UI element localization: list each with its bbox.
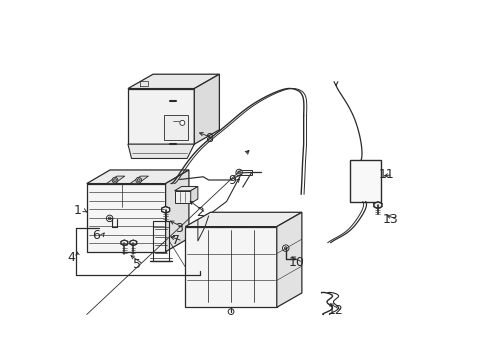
Circle shape (106, 215, 113, 222)
Polygon shape (241, 170, 251, 175)
Polygon shape (128, 89, 194, 144)
Text: 2: 2 (195, 207, 203, 220)
Polygon shape (161, 207, 169, 213)
Text: 3: 3 (175, 222, 183, 235)
Circle shape (113, 179, 116, 181)
Text: 9: 9 (227, 174, 235, 186)
Text: 13: 13 (382, 213, 398, 226)
Circle shape (228, 309, 233, 315)
Text: 4: 4 (67, 251, 76, 264)
Text: 1: 1 (74, 204, 81, 217)
Polygon shape (165, 170, 188, 252)
Polygon shape (164, 115, 187, 140)
Circle shape (112, 177, 118, 183)
Polygon shape (128, 144, 194, 158)
Circle shape (237, 171, 240, 174)
Polygon shape (276, 212, 301, 307)
Circle shape (284, 247, 286, 249)
Polygon shape (185, 212, 301, 226)
Polygon shape (194, 74, 219, 144)
Polygon shape (130, 176, 148, 184)
Text: 12: 12 (327, 305, 343, 318)
Polygon shape (130, 240, 137, 246)
Polygon shape (174, 191, 190, 203)
Polygon shape (106, 176, 124, 184)
Text: 5: 5 (133, 258, 141, 271)
Text: 11: 11 (378, 168, 393, 181)
Polygon shape (121, 240, 127, 246)
Text: 8: 8 (204, 132, 212, 145)
Text: 10: 10 (288, 256, 304, 269)
Polygon shape (190, 186, 198, 203)
Polygon shape (174, 186, 198, 191)
Polygon shape (86, 170, 188, 184)
Polygon shape (373, 202, 381, 208)
Text: 6: 6 (92, 229, 100, 242)
Polygon shape (349, 160, 380, 202)
Polygon shape (128, 74, 219, 89)
Circle shape (137, 179, 140, 181)
Circle shape (136, 177, 142, 183)
Polygon shape (185, 226, 276, 307)
Text: 7: 7 (172, 234, 180, 247)
Circle shape (180, 120, 184, 125)
Circle shape (282, 245, 288, 251)
Circle shape (235, 169, 242, 176)
Polygon shape (86, 184, 165, 252)
Circle shape (108, 217, 111, 220)
